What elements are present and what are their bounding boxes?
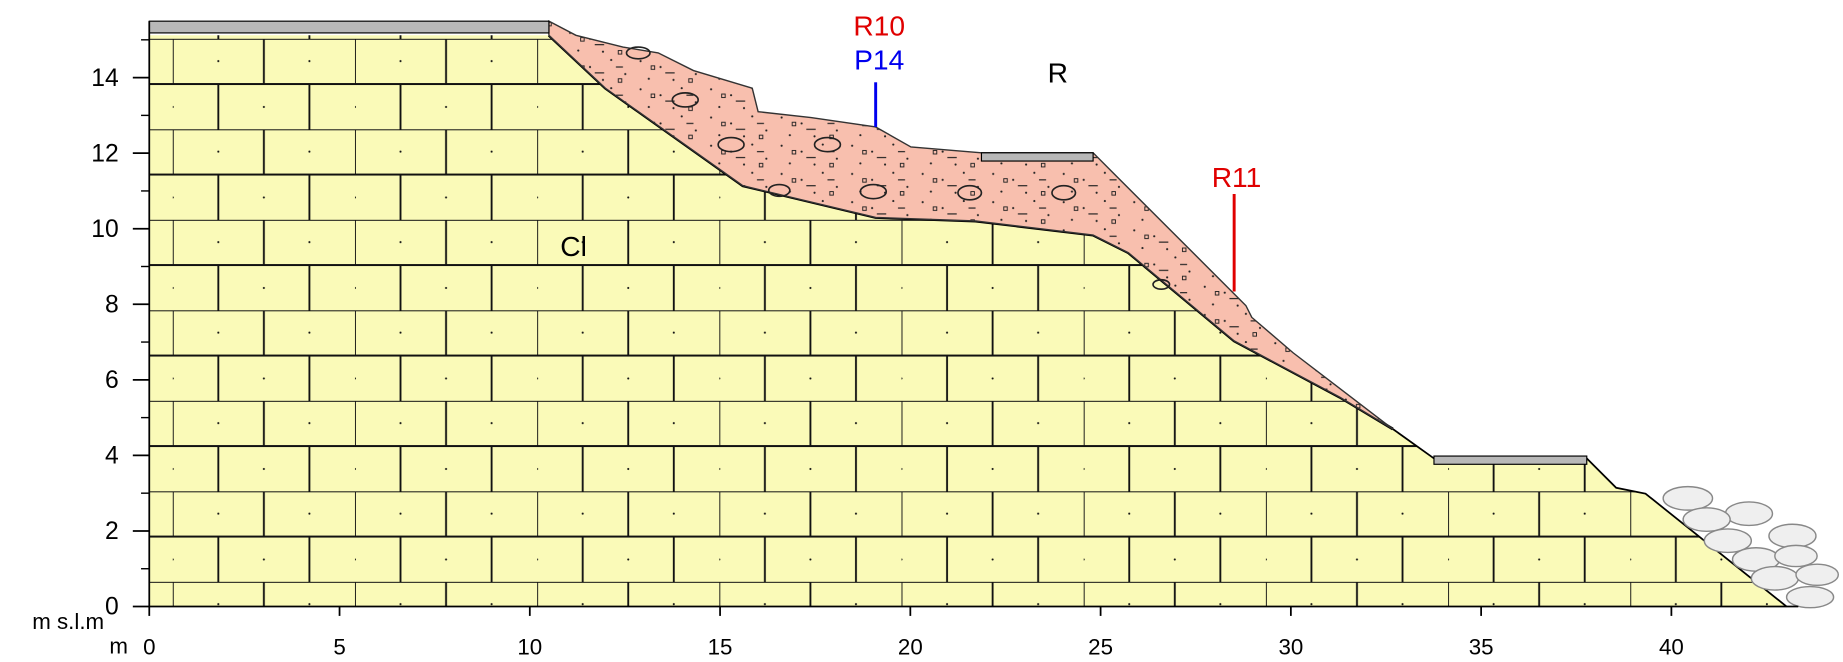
y-tick-label: 12 [91,140,118,167]
y-tick-label: 14 [91,65,118,92]
y-tick-label: 8 [105,292,119,319]
x-tick-label: 20 [898,635,923,660]
y-tick-label: 6 [105,367,119,394]
label-bedrock: Cl [560,230,587,262]
x-tick-label: 10 [517,635,542,660]
debris-clasts [625,46,1171,290]
y-tick-label: 2 [105,518,119,545]
x-tick-label: 5 [333,635,345,660]
x-tick-label: 40 [1659,635,1684,660]
road [1433,455,1588,465]
y-tick-label: 0 [105,594,119,621]
road [980,152,1094,162]
x-tick-label: 0 [143,635,155,660]
label-p14: P14 [854,43,904,75]
x-tick-label: 35 [1469,635,1494,660]
bedrock [149,35,1787,607]
label-r10: R10 [853,9,905,41]
x-tick-label: 25 [1088,635,1113,660]
y-tick-label: 4 [105,443,119,470]
y-axis-label: m s.l.m [32,609,104,634]
debris-layer [548,20,1394,430]
road [148,20,550,34]
label-debris: R [1048,56,1068,88]
x-tick-label: 30 [1278,635,1303,660]
x-axis-label: m [109,634,128,659]
x-tick-label: 15 [708,635,733,660]
y-tick-label: 10 [91,216,118,243]
label-r11: R11 [1212,161,1262,193]
boulders [1662,485,1840,609]
